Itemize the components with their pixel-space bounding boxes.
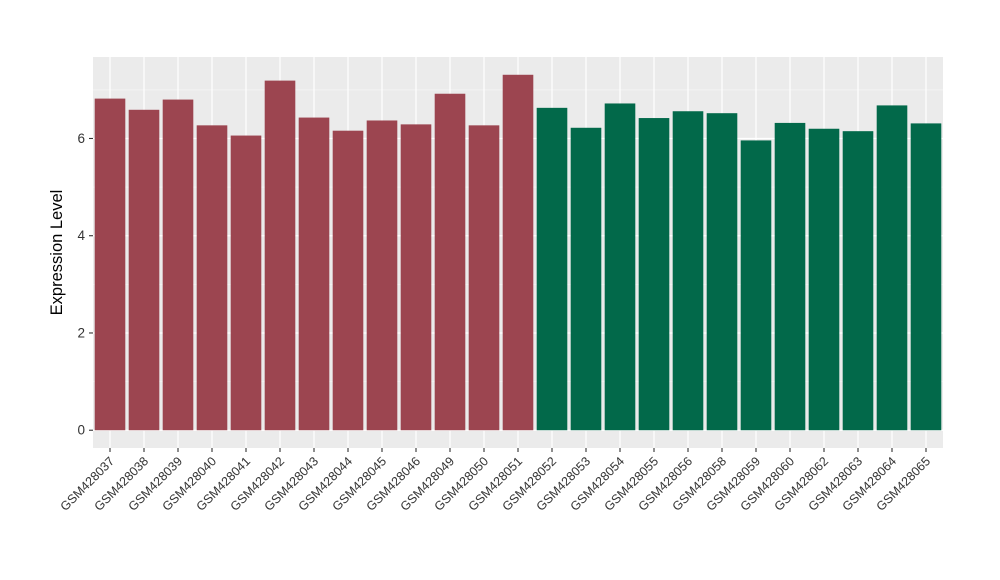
bar-GSM428039 — [162, 99, 194, 431]
y-tick-label: 0 — [77, 423, 85, 438]
bar-GSM428037 — [94, 98, 126, 431]
bar-GSM428044 — [332, 130, 364, 431]
bar-GSM428050 — [468, 125, 500, 431]
y-tick-label: 2 — [77, 325, 85, 340]
bar-GSM428058 — [706, 113, 738, 431]
bar-GSM428062 — [808, 128, 840, 431]
bar-GSM428064 — [876, 105, 908, 431]
bar-GSM428059 — [740, 140, 772, 431]
bar-GSM428046 — [400, 124, 432, 431]
bar-GSM428041 — [230, 135, 262, 431]
bar-GSM428043 — [298, 117, 330, 431]
bar-GSM428056 — [672, 111, 704, 431]
bar-GSM428052 — [536, 107, 568, 431]
y-tick-label: 4 — [77, 228, 85, 243]
bar-GSM428054 — [604, 103, 636, 431]
bar-GSM428055 — [638, 118, 670, 431]
bar-GSM428038 — [128, 109, 160, 431]
bar-GSM428060 — [774, 122, 806, 431]
y-tick-label: 6 — [77, 131, 85, 146]
bar-GSM428051 — [502, 74, 534, 431]
bar-GSM428049 — [434, 93, 466, 431]
bar-GSM428040 — [196, 125, 228, 431]
bar-GSM428065 — [910, 123, 942, 431]
bar-GSM428045 — [366, 120, 398, 431]
bar-GSM428053 — [570, 127, 602, 431]
bar-GSM428063 — [842, 131, 874, 431]
bar-GSM428042 — [264, 80, 296, 431]
y-axis-title: Expression Level — [48, 190, 66, 316]
